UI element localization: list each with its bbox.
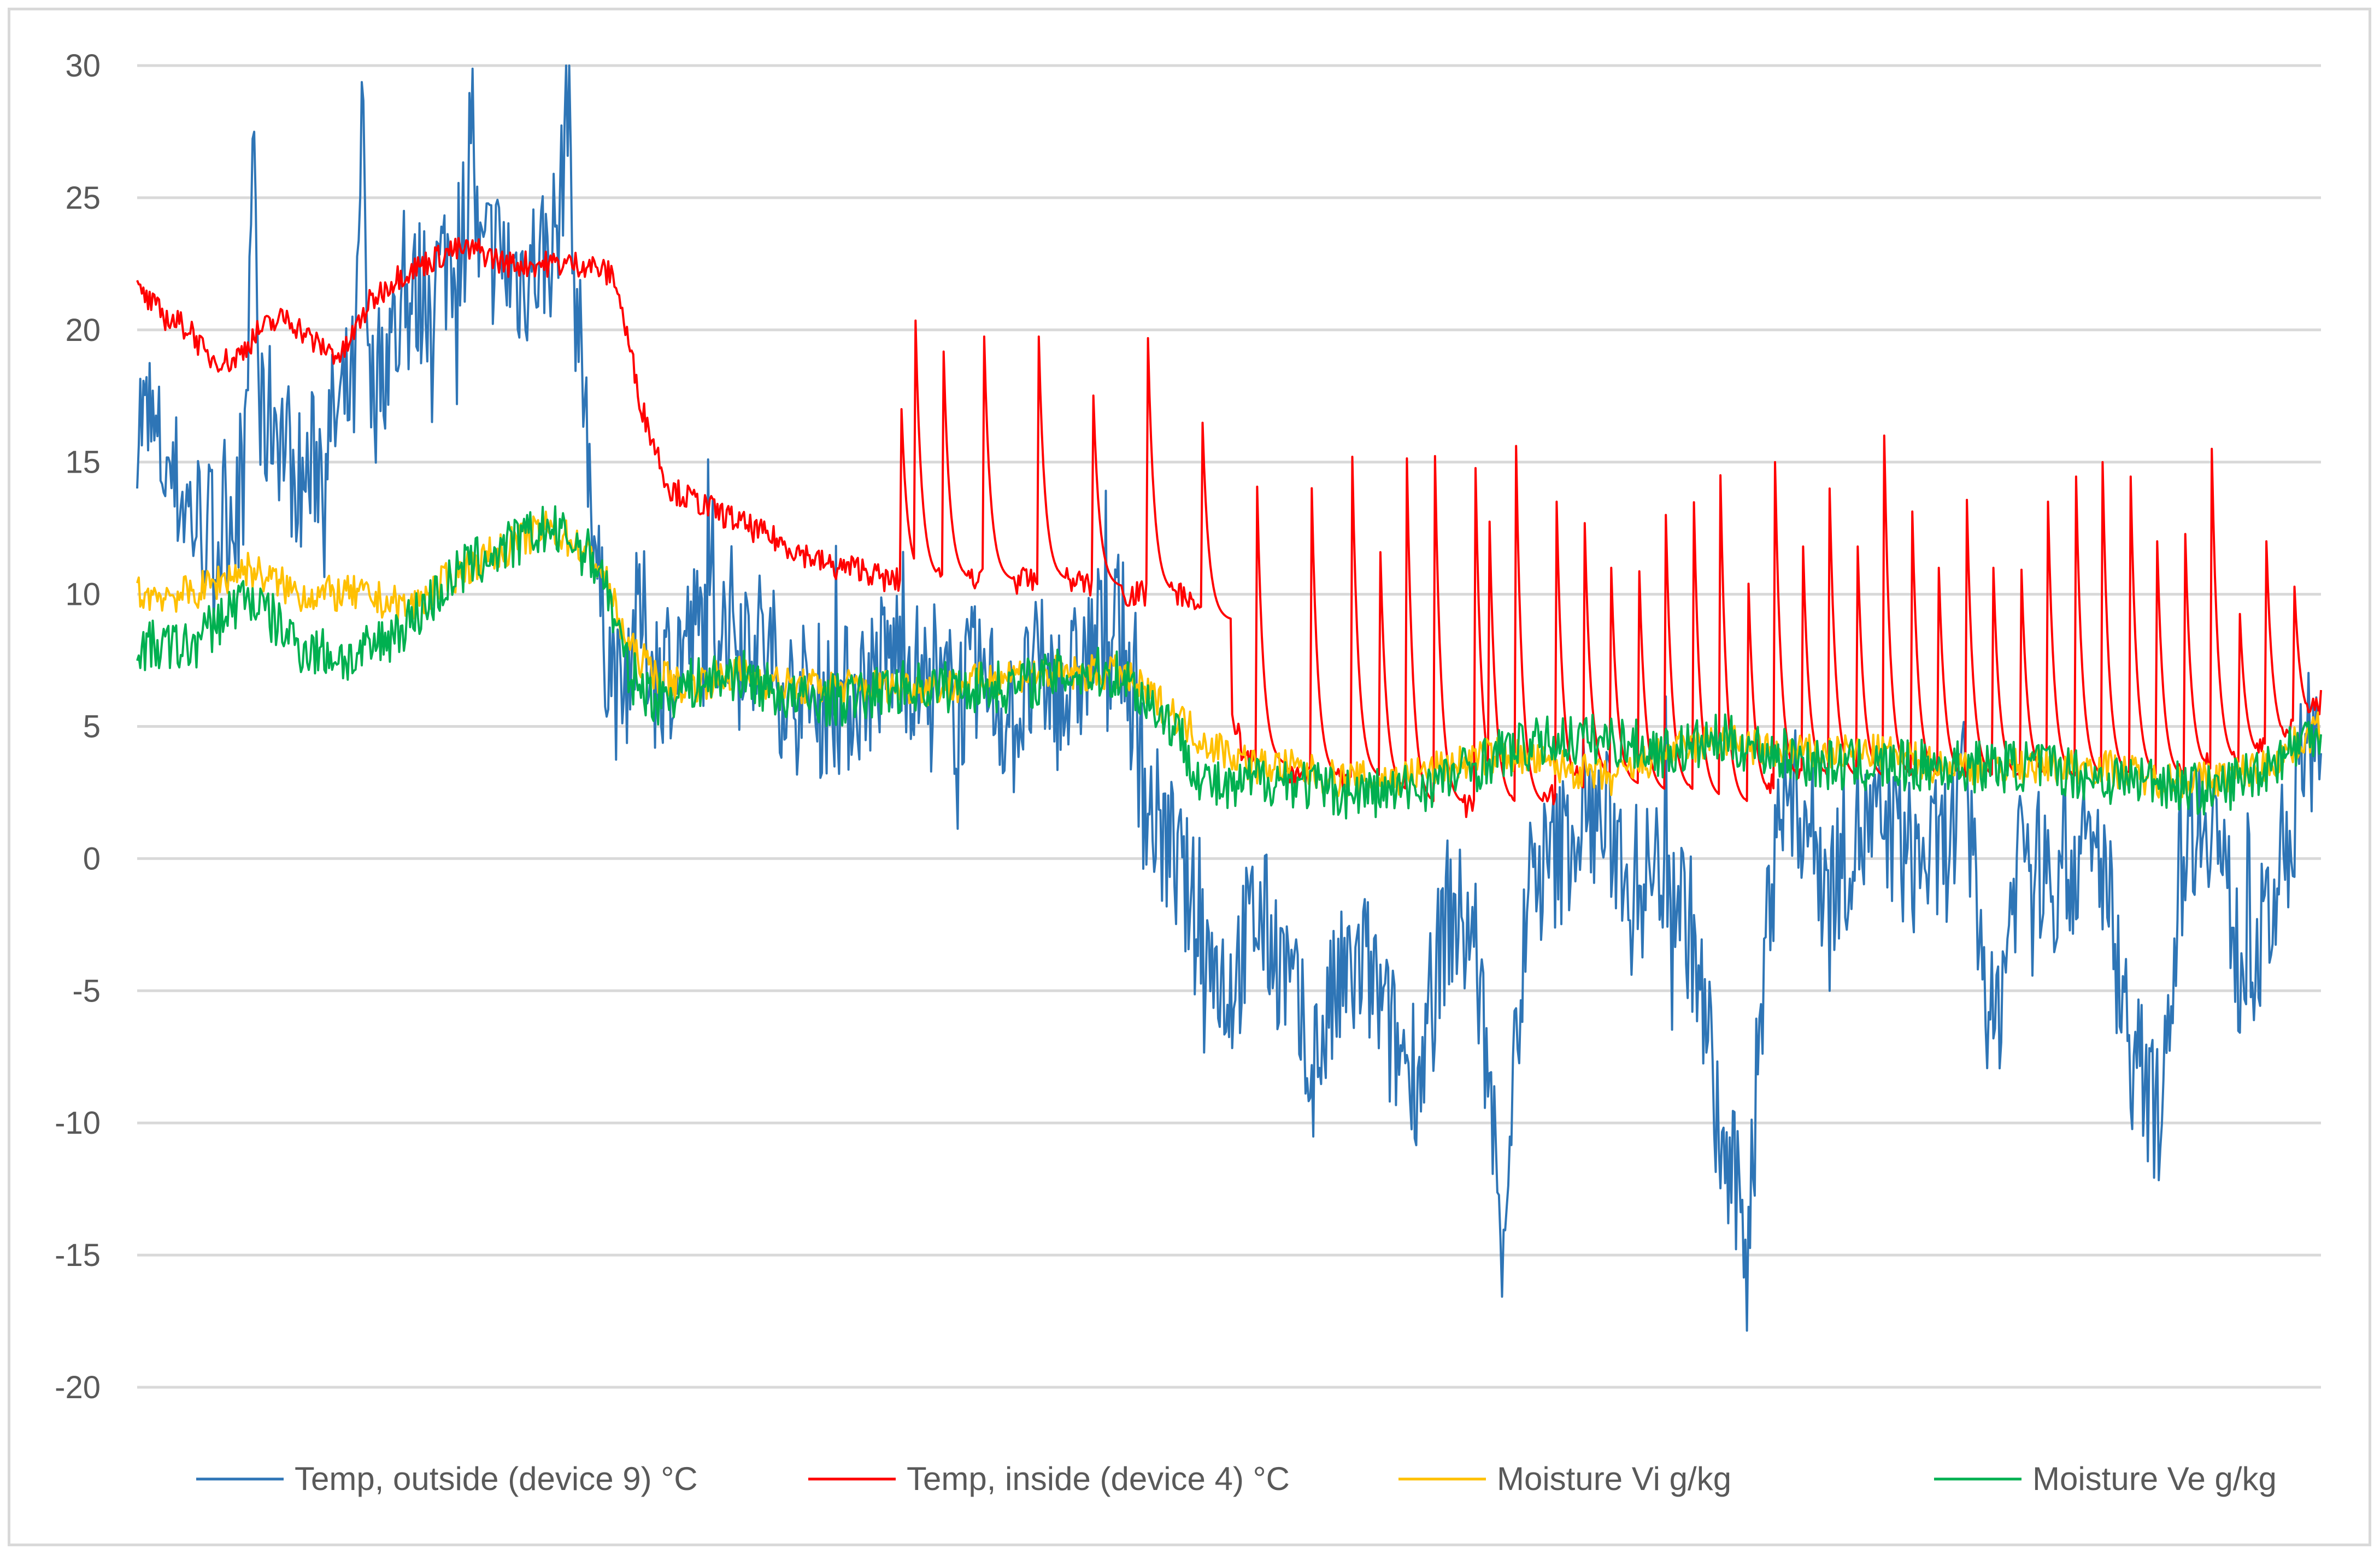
y-tick-label: 0 bbox=[83, 841, 101, 876]
y-tick-label: 25 bbox=[65, 180, 101, 216]
series-line-3 bbox=[136, 505, 2322, 820]
legend-label-0: Temp, outside (device 9) °C bbox=[295, 1460, 698, 1497]
y-tick-label: -15 bbox=[55, 1238, 101, 1273]
series-line-1 bbox=[136, 237, 2322, 818]
gridlines bbox=[137, 64, 2321, 1389]
y-tick-label: 10 bbox=[65, 577, 101, 612]
y-tick-label: -10 bbox=[55, 1105, 101, 1141]
y-tick-label: 30 bbox=[65, 48, 101, 84]
line-chart: 30 25 20 15 10 5 0 -5 -10 -15 -20 Temp, outside (d… bbox=[55, 48, 2322, 1497]
y-tick-label: -20 bbox=[55, 1370, 101, 1405]
legend-label-1: Temp, inside (device 4) °C bbox=[907, 1460, 1290, 1497]
data-lines bbox=[136, 64, 2322, 1332]
legend-label-3: Moisture Ve g/kg bbox=[2032, 1460, 2277, 1497]
legend: Temp, outside (device 9) °C Temp, inside … bbox=[196, 1460, 2277, 1497]
y-tick-label: 5 bbox=[83, 709, 101, 745]
y-tick-label: 15 bbox=[65, 445, 101, 480]
legend-label-2: Moisture Vi g/kg bbox=[1497, 1460, 1731, 1497]
chart-container: 30 25 20 15 10 5 0 -5 -10 -15 -20 Temp, outside (d… bbox=[8, 8, 2371, 1546]
y-tick-label: 20 bbox=[65, 313, 101, 348]
y-axis-labels: 30 25 20 15 10 5 0 -5 -10 -15 -20 bbox=[55, 48, 101, 1405]
y-tick-label: -5 bbox=[72, 973, 101, 1009]
